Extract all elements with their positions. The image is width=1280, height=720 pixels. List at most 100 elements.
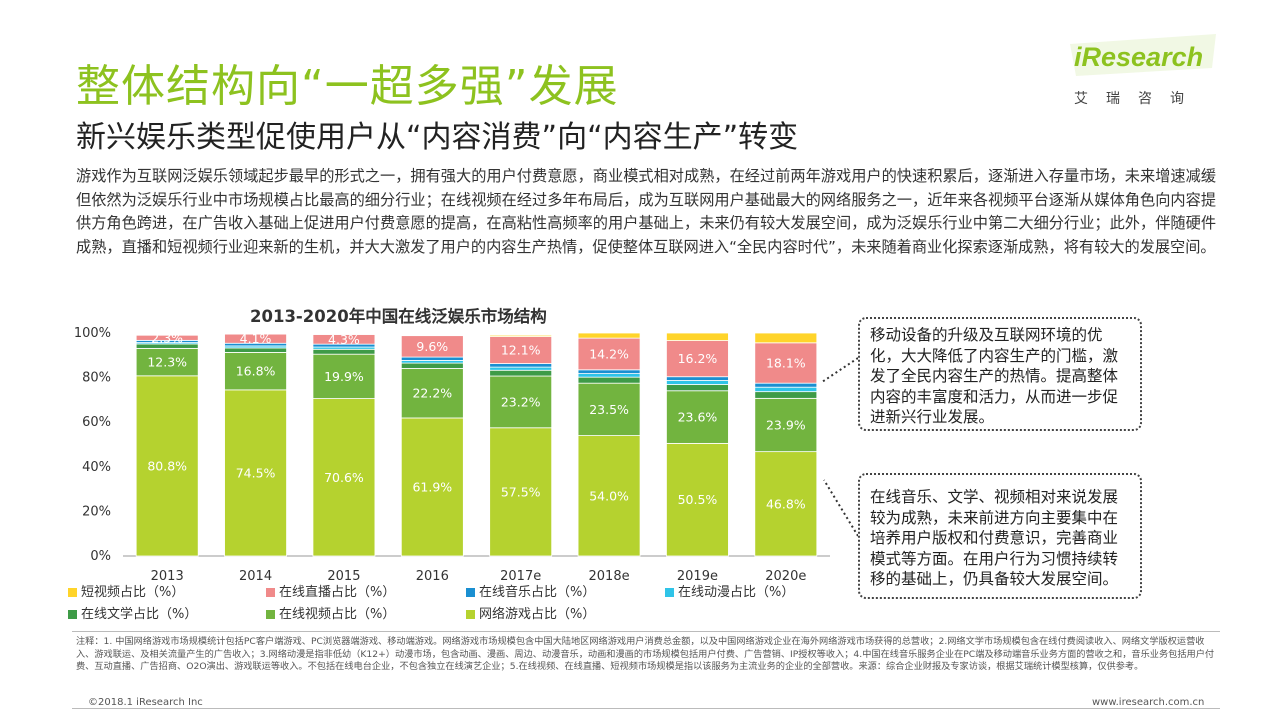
data-label: 61.9%	[412, 479, 452, 494]
y-tick-label: 40%	[82, 460, 111, 475]
bar-segment	[400, 362, 464, 369]
data-label: 46.8%	[766, 496, 806, 511]
x-tick-label: 2015	[327, 569, 360, 584]
y-tick-label: 100%	[74, 326, 111, 341]
legend-swatch	[466, 610, 475, 619]
bar-segment	[666, 380, 729, 385]
bar-segment	[224, 352, 287, 391]
x-tick-label: 2019e	[677, 569, 718, 584]
legend-label: 在线视频占比（%）	[279, 607, 396, 622]
intro-paragraph: 游戏作为互联网泛娱乐领域起步最早的形式之一，拥有强大的用户付费意愿，商业模式相对…	[76, 167, 1216, 256]
legend-item: 在线视频占比（%）	[266, 605, 395, 625]
data-label: 19.9%	[324, 369, 364, 384]
logo-chinese-name: 艾瑞咨询	[1074, 91, 1202, 107]
bar-segment	[754, 382, 818, 388]
bar-segment	[489, 334, 553, 337]
iresearch-logo: iResearch 艾瑞咨询	[1066, 32, 1226, 112]
data-label: 9.6%	[416, 339, 448, 354]
bar-segment	[400, 360, 464, 364]
legend-item: 在线动漫占比（%）	[665, 583, 794, 603]
bar-segment	[489, 427, 553, 557]
data-label: 23.5%	[589, 402, 629, 417]
legend-swatch	[466, 588, 475, 597]
data-label: 23.6%	[678, 410, 718, 425]
x-tick-label: 2014	[239, 569, 272, 584]
legend-swatch	[266, 588, 275, 597]
bar-segment	[135, 334, 199, 341]
bar-segment	[224, 333, 287, 344]
data-label: 2.3%	[151, 330, 183, 345]
legend-label: 在线动漫占比（%）	[678, 585, 795, 600]
legend-item: 短视频占比（%）	[68, 583, 184, 603]
bar-segment	[312, 348, 376, 355]
data-label: 16.8%	[236, 364, 276, 379]
x-tick-label: 2016	[416, 569, 449, 584]
callout-pointer-2	[823, 479, 859, 537]
bar-segment	[577, 376, 641, 384]
chart-legend: 短视频占比（%） 在线直播占比（%） 在线音乐占比（%） 在线动漫占比（%） 在线文学占…	[68, 583, 828, 627]
bar-segment	[224, 347, 287, 353]
legend-label: 在线文学占比（%）	[81, 607, 198, 622]
bar-segment	[312, 398, 376, 557]
legend-label: 在线音乐占比（%）	[479, 585, 596, 600]
bar-segment	[400, 417, 464, 557]
x-tick-label: 2020e	[765, 569, 806, 584]
bar-segment	[754, 342, 818, 384]
data-label: 22.2%	[412, 386, 452, 401]
bar-segment	[489, 375, 553, 429]
bar-segment	[489, 369, 553, 377]
bar-segment	[754, 397, 818, 453]
x-tick-label: 2018e	[589, 569, 630, 584]
y-tick-label: 0%	[90, 549, 111, 564]
data-label: 12.3%	[147, 355, 187, 370]
bar-segment	[666, 390, 729, 444]
legend-label: 网络游戏占比（%）	[479, 607, 596, 622]
bar-segment	[400, 335, 464, 358]
bar-segment	[400, 368, 464, 419]
legend-item: 网络游戏占比（%）	[466, 605, 595, 625]
bar-segment	[754, 391, 818, 399]
data-label: 18.1%	[766, 355, 806, 370]
data-label: 16.2%	[678, 351, 718, 366]
data-label: 23.9%	[766, 417, 806, 432]
logo-wordmark: iResearch	[1074, 42, 1204, 72]
data-label: 4.3%	[328, 332, 360, 347]
footnote: 注释：1. 中国网络游戏市场规模统计包括PC客户端游戏、PC浏览器端游戏、移动端…	[76, 636, 1215, 672]
data-label: 14.2%	[589, 346, 629, 361]
footer-divider	[72, 708, 1220, 709]
bar-segment	[577, 373, 641, 378]
bar-segment	[400, 356, 464, 361]
legend-swatch	[68, 588, 77, 597]
chart-title: 2013-2020年中国在线泛娱乐市场结构	[250, 307, 547, 326]
footer-copyright: ©2018.1 iResearch Inc	[88, 697, 203, 708]
legend-swatch	[665, 588, 674, 597]
bar-segment	[666, 384, 729, 392]
data-label: 74.5%	[236, 465, 276, 480]
legend-label: 短视频占比（%）	[81, 585, 185, 600]
bar-segment	[489, 366, 553, 371]
bar-segment	[754, 332, 818, 344]
bar-segment	[754, 386, 818, 393]
legend-label: 在线直播占比（%）	[279, 585, 396, 600]
bar-segment	[577, 337, 641, 371]
bar-segment	[135, 375, 199, 557]
page-title: 整体结构向“一超多强”发展	[76, 61, 619, 112]
y-tick-label: 80%	[82, 371, 111, 386]
callout-pointer-1	[821, 357, 859, 383]
bar-segment	[224, 389, 287, 557]
legend-swatch	[266, 610, 275, 619]
data-label: 12.1%	[501, 343, 541, 358]
data-label: 80.8%	[147, 458, 187, 473]
callout-new-entertainment: 移动设备的升级及互联网环境的优化，大大降低了内容生产的门槛，激发了全民内容生产的…	[858, 317, 1142, 431]
legend-item: 在线直播占比（%）	[266, 583, 395, 603]
data-label: 54.0%	[589, 488, 629, 503]
legend-item: 在线文学占比（%）	[68, 605, 197, 625]
footer-url: www.iresearch.com.cn	[1092, 697, 1205, 708]
x-tick-label: 2013	[151, 569, 184, 584]
page-subtitle: 新兴娱乐类型促使用户从“内容消费”向“内容生产”转变	[76, 120, 799, 155]
callout-mature-sectors: 在线音乐、文学、视频相对来说发展较为成熟，未来前进方向主要集中在培养用户版权和付…	[858, 473, 1142, 599]
data-label: 57.5%	[501, 484, 541, 499]
x-tick-label: 2017e	[500, 569, 541, 584]
legend-swatch	[68, 610, 77, 619]
data-label: 23.2%	[501, 394, 541, 409]
